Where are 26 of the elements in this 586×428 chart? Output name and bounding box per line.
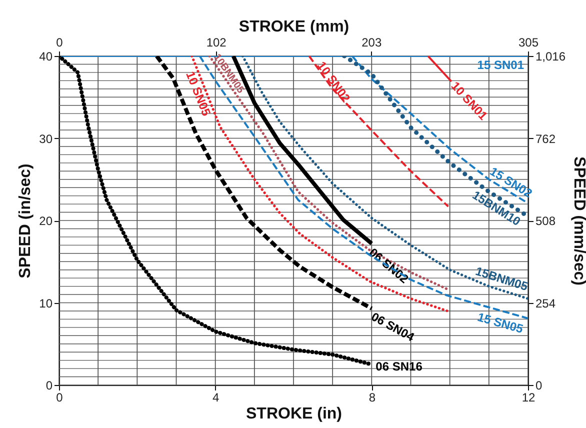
y2-tick-label: 1,016 [536,50,566,64]
line-series [308,56,450,208]
y-tick-label: 0 [46,378,53,392]
x2-tick-label: 102 [206,36,227,50]
y-axis-title: SPEED (in/sec) [17,164,34,278]
x2-tick-label: 0 [56,36,64,50]
x2-axis-title: STROKE (mm) [238,18,350,36]
y2-tick-label: 762 [536,132,556,146]
y-tick-label: 10 [39,296,53,310]
text: 10 SN05 [183,69,214,118]
y2-axis-title: SPEED (mm/sec) [570,156,586,286]
x-tick-label: 0 [56,390,64,404]
x-tick-label: 4 [212,390,220,404]
y2-tick-label: 0 [536,378,542,392]
x2-tick-label: 305 [518,36,539,50]
y-tick-label: 40 [39,50,53,64]
text: 06 SN04 [368,310,417,344]
text: 15 SN05 [476,310,526,336]
x-tick-label: 8 [368,390,376,404]
x-axis-title: STROKE (in) [246,406,342,422]
y-tick-label: 20 [39,214,53,228]
y2-tick-label: 254 [536,296,556,310]
y-tick-label: 30 [39,132,53,146]
x-tick-label: 12 [522,390,536,404]
y2-tick-label: 508 [536,214,556,228]
x2-tick-label: 203 [362,36,382,50]
